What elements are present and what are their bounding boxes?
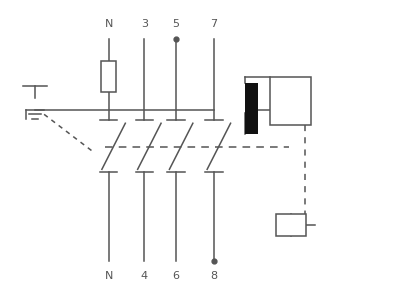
Bar	[101, 61, 116, 92]
Text: 6: 6	[173, 271, 180, 281]
Bar	[270, 77, 311, 125]
Text: 7: 7	[210, 19, 218, 29]
Text: 4: 4	[141, 271, 148, 281]
Bar	[276, 214, 306, 236]
Text: 3: 3	[141, 19, 148, 29]
Text: N: N	[104, 271, 113, 281]
Bar	[245, 83, 258, 134]
Text: N: N	[104, 19, 113, 29]
Text: 8: 8	[210, 271, 218, 281]
Text: 5: 5	[173, 19, 180, 29]
